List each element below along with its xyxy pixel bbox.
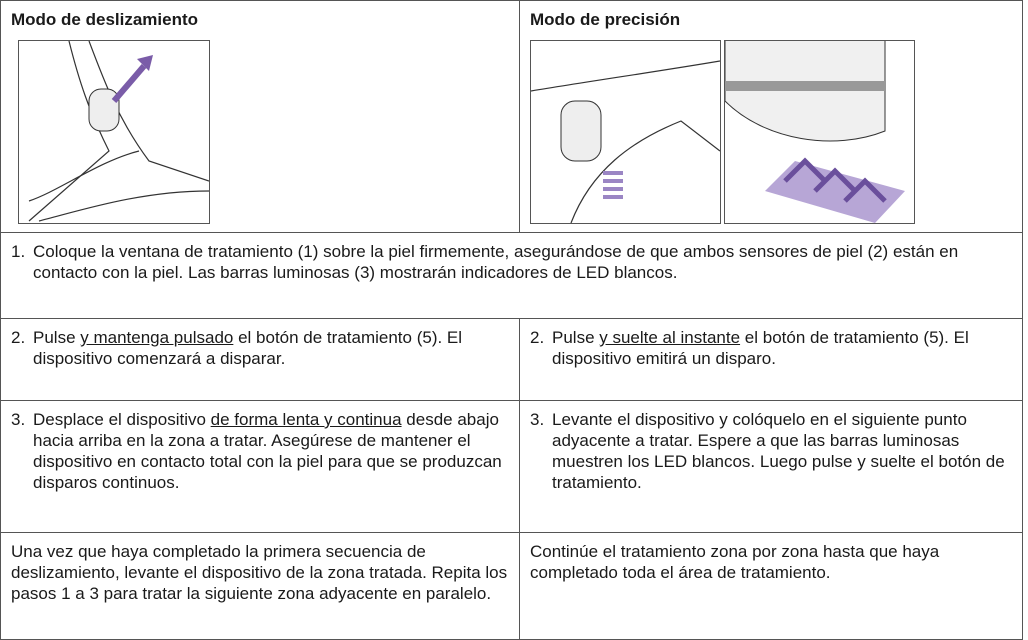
paragraph: Continúe el tratamiento zona por zona ha… <box>530 541 1012 583</box>
text-segment: y mantenga pulsado <box>80 328 234 347</box>
header: Modo de precisión <box>530 10 681 29</box>
text-segment: desde abajo hacia arriba en la zona a tr… <box>33 410 502 492</box>
item-text: Desplace el dispositivo de forma lenta y… <box>33 409 509 493</box>
item-number: 1. <box>11 242 26 261</box>
item-text: Pulse y suelte al instante el botón de t… <box>552 327 1012 369</box>
list-item: 2. Pulse y suelte al instante el botón de… <box>530 327 1012 369</box>
text-segment: de forma lenta y continua <box>210 410 402 429</box>
item-number: 2. <box>11 328 26 347</box>
item-text: Coloque la ventana de tratamiento (1) so… <box>33 241 1012 283</box>
list-item: 3. Desplace el dispositivo de forma lenta… <box>11 409 509 493</box>
table-cell: Continúe el tratamiento zona por zona ha… <box>519 532 1023 640</box>
text-segment: Continúe el tratamiento zona por zona ha… <box>530 542 940 582</box>
item-text: Pulse y mantenga pulsado el botón de tra… <box>33 327 509 369</box>
list-item: 1. Coloque la ventana de tratamiento (1) … <box>11 241 1012 283</box>
item-number: 2. <box>530 328 545 347</box>
header: Modo de deslizamiento <box>11 10 199 29</box>
text-segment: el botón de tratamiento (5). El disposit… <box>552 328 969 368</box>
item-number: 3. <box>11 410 26 429</box>
illustration <box>530 40 721 224</box>
text-segment: Desplace el dispositivo <box>33 410 211 429</box>
text-segment: Una vez que haya completado la primera s… <box>11 542 508 603</box>
table-cell: Una vez que haya completado la primera s… <box>0 532 520 640</box>
text-segment: y suelte al instante <box>599 328 741 347</box>
paragraph: Una vez que haya completado la primera s… <box>11 541 509 604</box>
list-item: 2. Pulse y mantenga pulsado el botón de t… <box>11 327 509 369</box>
table-cell: 3. Desplace el dispositivo de forma lenta… <box>0 400 520 533</box>
text-segment: el botón de tratamiento (5). El disposit… <box>33 328 463 368</box>
item-text: Levante el dispositivo y colóquelo en el… <box>552 409 1012 493</box>
text-segment: Pulse <box>33 328 81 347</box>
table-cell: 2. Pulse y mantenga pulsado el botón de t… <box>0 318 520 401</box>
illustration <box>724 40 915 224</box>
text-segment: Coloque la ventana de tratamiento (1) so… <box>33 242 959 282</box>
table-cell: 3. Levante el dispositivo y colóquelo en … <box>519 400 1023 533</box>
table-cell: 1. Coloque la ventana de tratamiento (1) … <box>0 232 1023 319</box>
text-segment: Pulse <box>552 328 600 347</box>
text-segment: Levante el dispositivo y colóquelo en el… <box>552 410 1005 492</box>
list-item: 3. Levante el dispositivo y colóquelo en … <box>530 409 1012 493</box>
item-number: 3. <box>530 410 545 429</box>
illustration <box>18 40 210 224</box>
table-cell: 2. Pulse y suelte al instante el botón de… <box>519 318 1023 401</box>
